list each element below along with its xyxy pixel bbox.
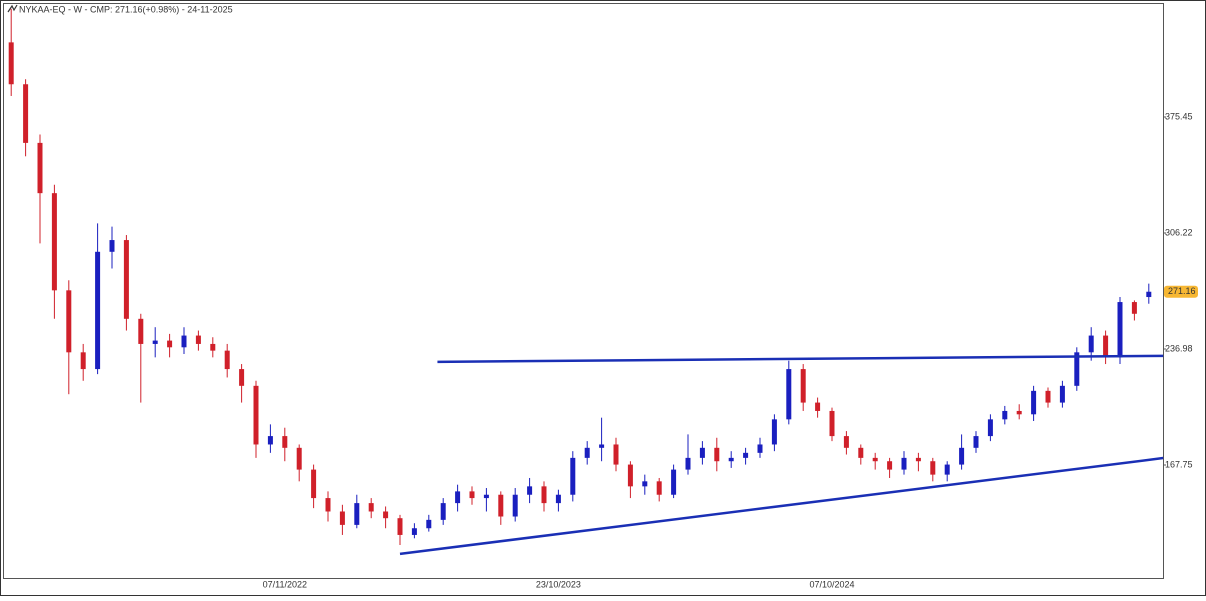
candle-body <box>599 444 605 448</box>
candle-body <box>66 290 72 353</box>
chart-icon <box>7 4 18 13</box>
candle-body <box>699 447 705 458</box>
candle-body <box>800 369 806 403</box>
trendline <box>399 456 1164 556</box>
candle-body <box>1045 390 1051 403</box>
last-price-label: 271.16 <box>1168 286 1196 296</box>
candle-body <box>325 498 331 512</box>
candle-body <box>843 436 849 448</box>
candle-body <box>23 84 29 143</box>
candle-body <box>771 419 777 445</box>
x-tick-label: 07/10/2024 <box>809 579 854 589</box>
candle-body <box>282 436 288 448</box>
candle-body <box>527 486 533 495</box>
candle-body <box>1131 302 1137 314</box>
candle-body <box>167 340 173 348</box>
candle-body <box>397 518 403 535</box>
candle-body <box>944 464 950 475</box>
candle-body <box>541 486 547 504</box>
candle-body <box>757 444 763 453</box>
candle-body <box>51 193 57 291</box>
candle-body <box>210 343 216 351</box>
x-tick-label: 07/11/2022 <box>263 579 307 589</box>
candle-body <box>1146 291 1152 298</box>
candle-body <box>426 519 432 529</box>
candle-body <box>959 447 965 465</box>
candle-body <box>37 142 43 194</box>
y-tick-label: 167.75 <box>1165 459 1193 469</box>
candle-body <box>123 240 129 319</box>
candle-body <box>613 444 619 465</box>
last-price-box <box>1164 285 1198 298</box>
candle-body <box>411 528 417 535</box>
candle-body <box>627 464 633 487</box>
candle-body <box>181 335 187 348</box>
candle-body <box>267 436 273 445</box>
candle-body <box>80 352 86 370</box>
candle-body <box>469 491 475 499</box>
candle-body <box>973 436 979 448</box>
candle-body <box>339 511 345 525</box>
candle-body <box>685 457 691 470</box>
candle-body <box>440 503 446 520</box>
candle-body <box>728 457 734 462</box>
candle-body <box>152 340 158 344</box>
candle-body <box>95 251 101 370</box>
candle-body <box>1002 410 1008 420</box>
candle-body <box>239 369 245 386</box>
candle-body <box>311 469 317 499</box>
trendline <box>437 354 1164 364</box>
candle-body <box>483 494 489 499</box>
candle-body <box>368 503 374 512</box>
candle-body <box>1103 335 1109 358</box>
chart-title: NYKAA-EQ - W - CMP: 271.16(+0.98%) - 24-… <box>19 4 233 14</box>
candle-body <box>930 461 936 475</box>
candle-body <box>498 494 504 517</box>
candle-body <box>987 419 993 437</box>
candle-body <box>253 385 259 445</box>
candle-body <box>1016 410 1022 415</box>
candle-body <box>887 461 893 470</box>
candle-body <box>815 402 821 411</box>
candle-body <box>901 457 907 470</box>
candle-body <box>383 511 389 519</box>
candle-body <box>1117 302 1123 358</box>
candle-body <box>555 494 561 504</box>
candle-body <box>8 42 14 85</box>
candle-body <box>829 410 835 437</box>
y-tick-label: 306.22 <box>1165 227 1193 237</box>
candle-body <box>858 447 864 458</box>
candle-body <box>455 491 461 504</box>
x-tick-label: 23/10/2023 <box>536 579 581 589</box>
candle-body <box>1059 385 1065 403</box>
plot-border <box>3 3 1164 579</box>
candle-body <box>872 457 878 462</box>
candle-body <box>714 447 720 462</box>
candle-body <box>671 469 677 495</box>
y-tick-label: 375.45 <box>1165 111 1193 121</box>
candle-body <box>1031 390 1037 415</box>
candle-body <box>354 503 360 525</box>
y-tick-label: 236.98 <box>1165 343 1193 353</box>
candle-body <box>224 350 230 370</box>
candle-body <box>1074 352 1080 386</box>
candle-body <box>296 447 302 470</box>
candle-body <box>195 335 201 344</box>
candle-body <box>584 447 590 458</box>
candle-body <box>512 494 518 517</box>
candle-body <box>786 369 792 420</box>
candle-body <box>743 452 749 458</box>
candle-body <box>109 240 115 252</box>
candle-body <box>570 457 576 495</box>
candle-body <box>642 481 648 487</box>
candle-body <box>656 481 662 495</box>
candle-body <box>1088 335 1094 353</box>
candle-body <box>915 457 921 462</box>
candle-body <box>138 318 144 344</box>
